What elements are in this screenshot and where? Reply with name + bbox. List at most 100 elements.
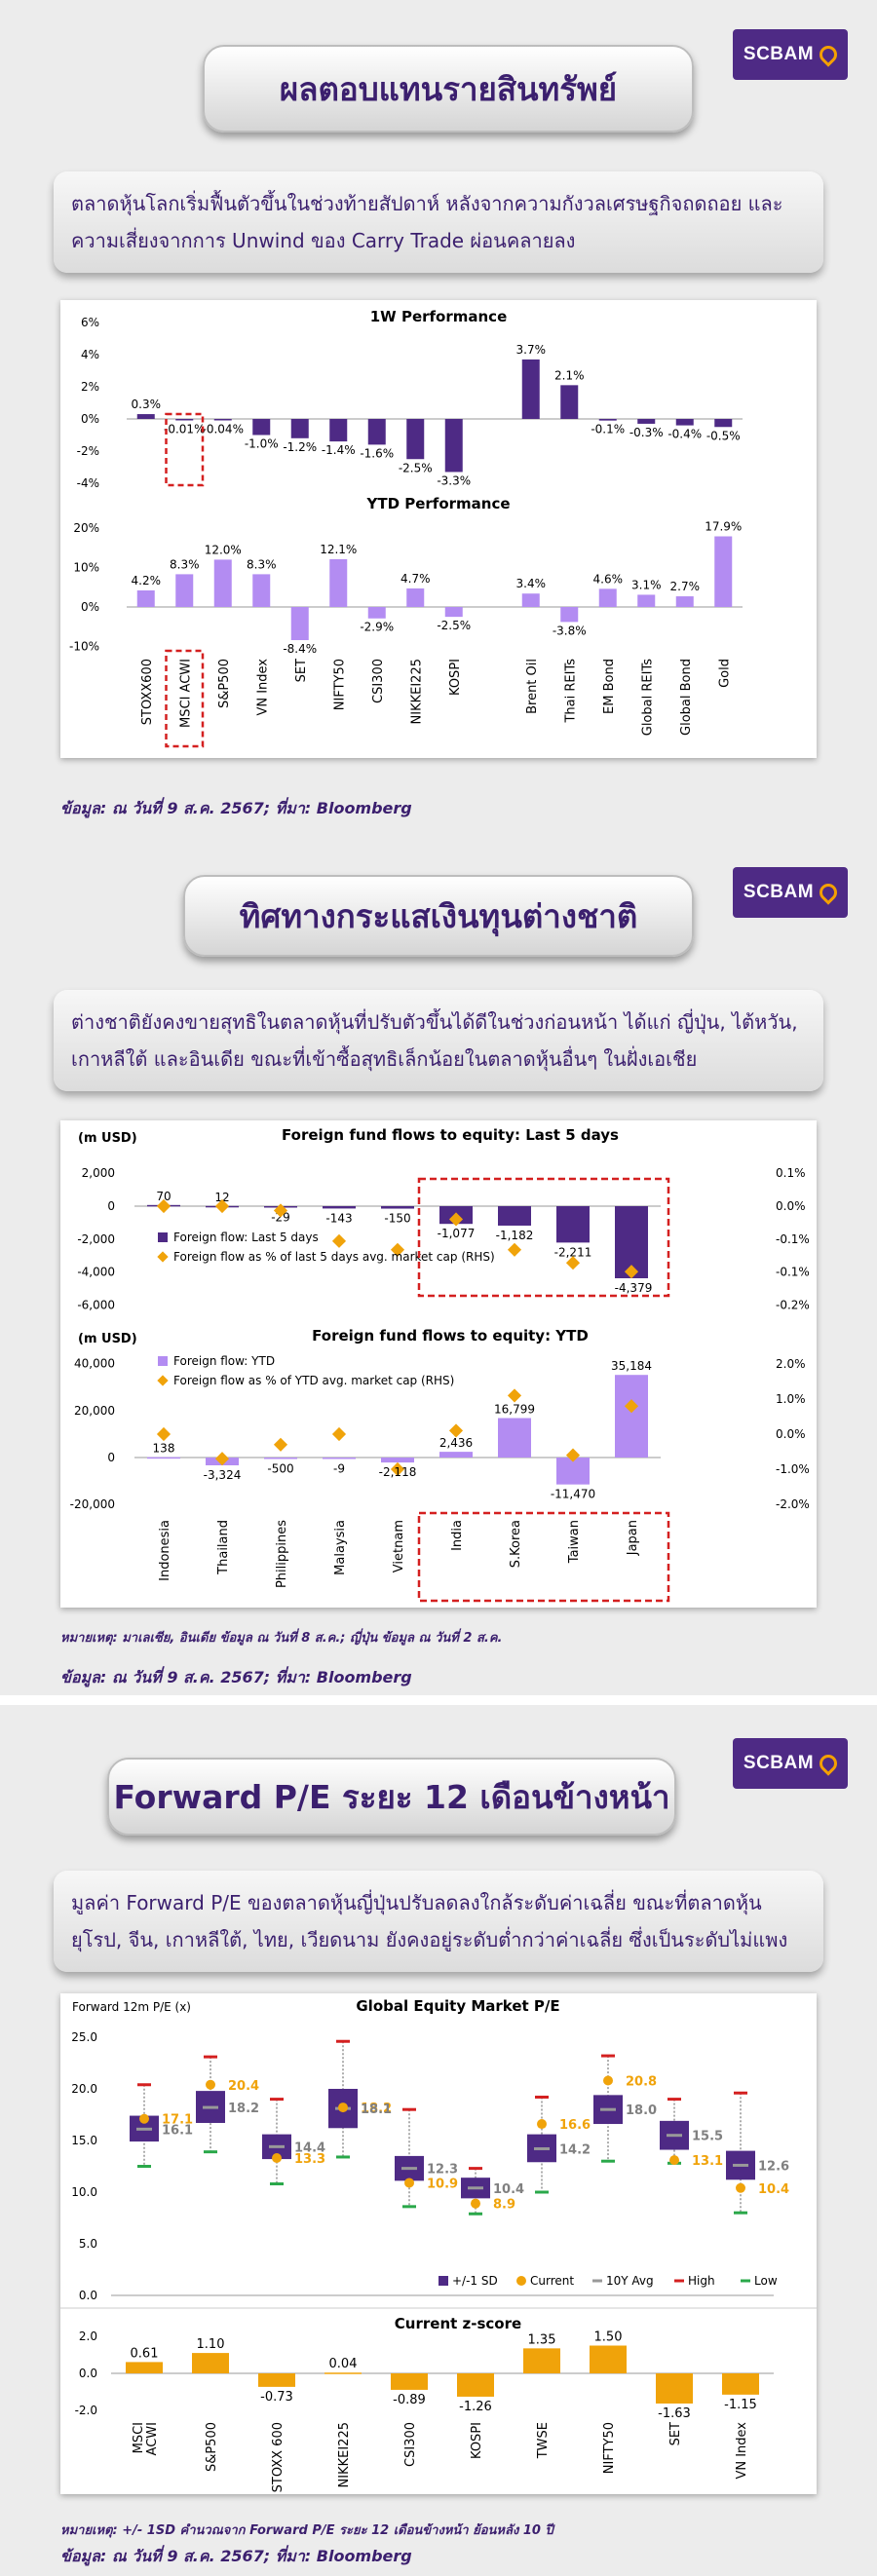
data-label: -1.4% <box>322 443 356 457</box>
category-label: NIKKEI225 <box>337 2422 352 2487</box>
category-label: Taiwan <box>567 1520 582 1564</box>
y2-tick-label: 0.0% <box>776 1199 806 1213</box>
legend-swatch <box>158 1232 168 1242</box>
legend-label: 10Y Avg <box>606 2274 654 2288</box>
data-label: 138 <box>153 1442 175 1456</box>
category-label: Philippines <box>275 1520 289 1588</box>
bar-ytd <box>329 558 348 607</box>
category-label: CSI300 <box>371 659 386 703</box>
performance-chart: 1W Performance6%4%2%0%-2%-4%0.3%-0.01%-0… <box>69 308 743 748</box>
y-tick-label: 10.0 <box>71 2185 97 2199</box>
y-tick-label: 5.0 <box>79 2237 97 2251</box>
data-label: 2.1% <box>554 368 585 382</box>
bar-ytd <box>136 589 155 607</box>
legend-label: Foreign flow: Last 5 days <box>173 1231 319 1244</box>
performance-chart-panel: 1W Performance 6% 4% 2% 0% -2% -4% 0.3% -0.01% -0… <box>60 300 817 758</box>
data-label: -1.26 <box>459 2400 492 2414</box>
bar-zscore <box>391 2373 428 2390</box>
bar-ytd <box>367 607 386 619</box>
category-label: S&P500 <box>217 659 232 708</box>
bar-flow-ytd <box>381 1458 414 1463</box>
y2-tick-label: -2.0% <box>776 1497 810 1511</box>
category-label: NIFTY50 <box>332 659 347 710</box>
bar-ytd <box>714 536 733 607</box>
y2-tick-label: -0.2% <box>776 1298 810 1311</box>
marker-pct-ytd <box>565 1448 581 1462</box>
legend-swatch <box>516 2276 526 2286</box>
data-label: 4.7% <box>400 572 431 586</box>
current-label: 10.4 <box>758 2182 789 2197</box>
legend-label: High <box>688 2274 715 2288</box>
legend-swatch <box>158 1356 168 1366</box>
bar-1w <box>560 385 579 419</box>
data-label: 12.1% <box>320 543 357 556</box>
bar-1w <box>714 419 733 428</box>
data-label: -3.8% <box>553 624 587 637</box>
bar-ytd <box>521 593 540 607</box>
data-label: -2.5% <box>399 461 433 474</box>
category-label: Vietnam <box>392 1520 406 1572</box>
data-label: -1.6% <box>360 446 394 460</box>
y-tick-label: 0% <box>81 412 99 426</box>
data-label: -2,211 <box>554 1245 592 1259</box>
bar-ytd <box>213 559 232 607</box>
bar-1w <box>136 414 155 419</box>
marker-pct-ytd <box>273 1437 288 1452</box>
current-label: 13.3 <box>294 2152 325 2167</box>
data-label: -500 <box>267 1462 293 1476</box>
scbam-logo: SCBAM <box>733 867 848 918</box>
y2-tick-label: 0.1% <box>776 1166 806 1180</box>
bar-zscore <box>324 2372 362 2374</box>
data-label: 12 <box>214 1191 229 1204</box>
footnote: หมายเหตุ: มาเลเซีย, อินเดีย ข้อมูล ณ วัน… <box>60 1631 503 1646</box>
bar-1w <box>637 419 656 424</box>
data-label: 70 <box>156 1190 171 1203</box>
category-label: ACWI <box>145 2422 160 2455</box>
y-tick-label: 0% <box>81 600 99 614</box>
data-label: -3.3% <box>437 474 471 487</box>
legend-swatch <box>157 1251 169 1263</box>
highlight-box <box>165 412 205 487</box>
bar-flow-5d <box>381 1206 414 1209</box>
marker-pct-ytd <box>507 1388 522 1403</box>
bar-ytd <box>175 574 194 607</box>
category-label: TWSE <box>536 2422 551 2459</box>
scbam-logo: SCBAM <box>733 29 848 80</box>
avg-label: 16.1 <box>162 2123 193 2138</box>
section-title: ทิศทางกระแสเงินทุนต่างชาติ <box>183 875 694 957</box>
pe-chart: Forward 12m P/E (x) Global Equity Market … <box>60 1997 817 2492</box>
data-label: -1.63 <box>658 2406 691 2421</box>
bar-1w <box>444 419 463 473</box>
bar-ytd <box>444 607 463 618</box>
y-tick-label: 2% <box>81 380 99 394</box>
category-label: Indonesia <box>158 1520 172 1581</box>
bar-zscore <box>590 2345 627 2373</box>
marker-pct-ytd <box>390 1461 405 1477</box>
y-tick-label: 20.0 <box>71 2082 97 2096</box>
category-label: STOXX 600 <box>271 2422 286 2492</box>
current-label: 18.2 <box>361 2102 392 2116</box>
avg-label: 15.5 <box>692 2130 723 2144</box>
avg-label: 18.2 <box>228 2102 259 2116</box>
data-label: -3,324 <box>204 1468 242 1482</box>
data-label: -0.89 <box>393 2393 426 2407</box>
y-axis-title: (m USD) <box>78 1131 137 1146</box>
current-marker <box>272 2153 282 2164</box>
section-foreign-flows: SCBAM ทิศทางกระแสเงินทุนต่างชาติ ต่างชาต… <box>0 848 877 1695</box>
legend-label: Foreign flow: YTD <box>173 1354 275 1368</box>
category-label: VN Index <box>255 659 270 716</box>
legend-label: +/-1 SD <box>452 2274 498 2288</box>
y-tick-label: -10% <box>69 640 99 654</box>
avg-label: 18.0 <box>626 2103 657 2118</box>
legend-label: Foreign flow as % of last 5 days avg. ma… <box>173 1250 495 1264</box>
bar-zscore <box>457 2373 494 2397</box>
y-tick-label: -2% <box>77 444 99 458</box>
data-label: -0.5% <box>706 429 741 442</box>
category-label: KOSPI <box>470 2422 484 2459</box>
chart-title: Current z-score <box>395 2315 521 2332</box>
bar-ytd <box>598 588 617 607</box>
avg-label: 14.4 <box>294 2140 325 2155</box>
highlight-box <box>417 1511 670 1603</box>
scbam-logo: SCBAM <box>733 1738 848 1789</box>
data-label: -9 <box>333 1462 345 1476</box>
